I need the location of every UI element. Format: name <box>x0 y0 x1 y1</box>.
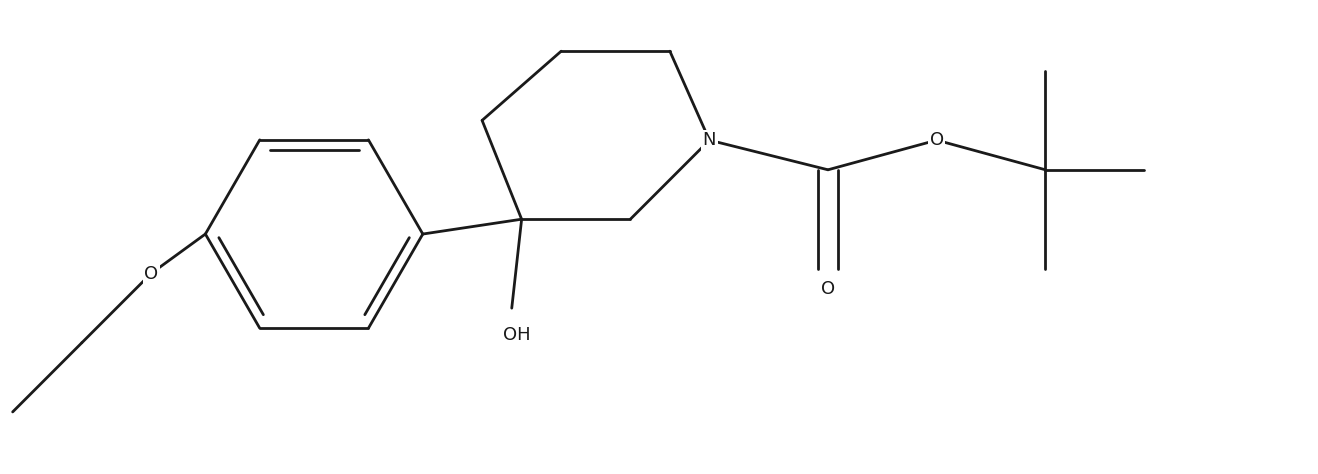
Text: N: N <box>702 131 716 149</box>
Text: O: O <box>821 281 836 299</box>
Text: OH: OH <box>503 326 531 344</box>
Text: O: O <box>144 264 158 283</box>
Text: O: O <box>929 131 944 149</box>
